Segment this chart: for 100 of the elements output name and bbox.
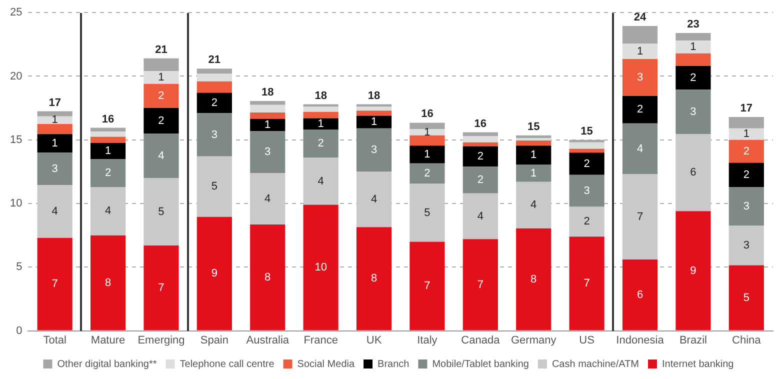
data-label: 3	[584, 184, 590, 197]
data-label: 8	[264, 271, 271, 284]
bar	[196, 92, 232, 114]
data-label: 4	[636, 142, 644, 155]
bar	[622, 59, 658, 96]
bar	[622, 44, 658, 60]
data-label: 4	[477, 210, 484, 222]
data-label: 1	[743, 128, 750, 140]
bar	[356, 104, 392, 107]
bar	[303, 118, 338, 130]
y-tick-label: 15	[10, 134, 22, 146]
total-label: 18	[262, 86, 274, 99]
bar	[410, 129, 445, 136]
x-tick-label: Brazil	[679, 334, 707, 346]
x-tick-label: US	[579, 334, 594, 346]
bar	[250, 172, 286, 225]
bar	[303, 112, 338, 118]
data-label: 1	[370, 116, 378, 128]
x-tick-label: Total	[43, 334, 66, 346]
bar	[196, 81, 232, 93]
data-label: 3	[743, 240, 750, 252]
data-label: 7	[424, 280, 430, 292]
x-tick-label: Canada	[461, 334, 501, 346]
data-label: 1	[264, 118, 271, 131]
total-label: 16	[421, 108, 434, 120]
bar	[462, 132, 498, 136]
data-label: 2	[584, 158, 590, 170]
total-label: 17	[48, 96, 61, 109]
y-tick-label: 20	[10, 70, 22, 82]
data-label: 3	[690, 106, 696, 118]
bar	[676, 211, 711, 330]
bar	[37, 134, 72, 153]
data-label: 2	[690, 72, 696, 84]
data-label: 2	[318, 138, 324, 150]
legend-label: Internet banking	[662, 358, 734, 370]
bar	[144, 178, 179, 246]
bar	[250, 104, 286, 113]
bar	[144, 108, 179, 134]
bar	[569, 142, 604, 149]
bar	[622, 260, 658, 330]
x-tick-label: Germany	[510, 334, 557, 346]
bar	[676, 40, 711, 54]
bar	[728, 116, 764, 128]
bar	[728, 226, 764, 266]
bar	[250, 101, 286, 105]
data-label: 1	[424, 148, 430, 161]
data-label: 1	[530, 167, 537, 180]
bar	[37, 124, 72, 134]
bar	[728, 140, 764, 163]
bar	[728, 162, 764, 187]
bar	[462, 193, 498, 240]
bar	[196, 113, 232, 156]
data-label: 4	[104, 205, 112, 218]
bar	[622, 26, 658, 44]
bar	[303, 158, 338, 205]
data-label: 5	[424, 206, 430, 219]
data-label: 7	[477, 278, 484, 291]
data-label: 8	[530, 273, 537, 286]
total-label: 15	[527, 120, 540, 133]
data-label: 4	[370, 193, 378, 206]
x-tick-label: France	[304, 334, 338, 346]
bar	[516, 228, 552, 330]
bar	[462, 146, 498, 167]
bar	[303, 106, 338, 112]
bar	[37, 111, 72, 116]
bar	[569, 174, 604, 207]
bar	[90, 143, 126, 159]
data-label: 4	[158, 150, 164, 162]
data-label: 7	[52, 278, 58, 290]
legend-label: Telephone call centre	[180, 358, 275, 370]
bar	[410, 146, 445, 164]
bar	[676, 66, 711, 90]
data-label: 9	[211, 268, 218, 280]
bar	[196, 68, 232, 74]
bar	[676, 90, 711, 134]
data-label: 2	[636, 104, 644, 116]
bar	[410, 135, 445, 146]
legend-label: Branch	[378, 358, 410, 370]
bar	[90, 235, 126, 330]
bar	[462, 142, 498, 146]
data-label: 9	[690, 264, 696, 277]
total-label: 15	[580, 125, 593, 138]
bar	[728, 265, 764, 330]
data-label: 7	[158, 282, 164, 294]
bar	[37, 116, 72, 124]
bar	[728, 128, 764, 140]
bar	[410, 242, 445, 330]
data-label: 2	[158, 90, 164, 102]
bar	[516, 182, 552, 228]
bar	[303, 104, 338, 107]
bar	[303, 130, 338, 158]
data-label: 7	[636, 210, 644, 223]
data-label: 2	[158, 114, 164, 127]
bar	[569, 148, 604, 153]
data-label: 3	[743, 200, 750, 212]
data-label: 10	[314, 262, 327, 274]
data-label: 5	[211, 180, 218, 193]
bar	[196, 74, 232, 82]
x-tick-label: China	[732, 334, 762, 346]
y-tick-label: 25	[10, 6, 22, 19]
